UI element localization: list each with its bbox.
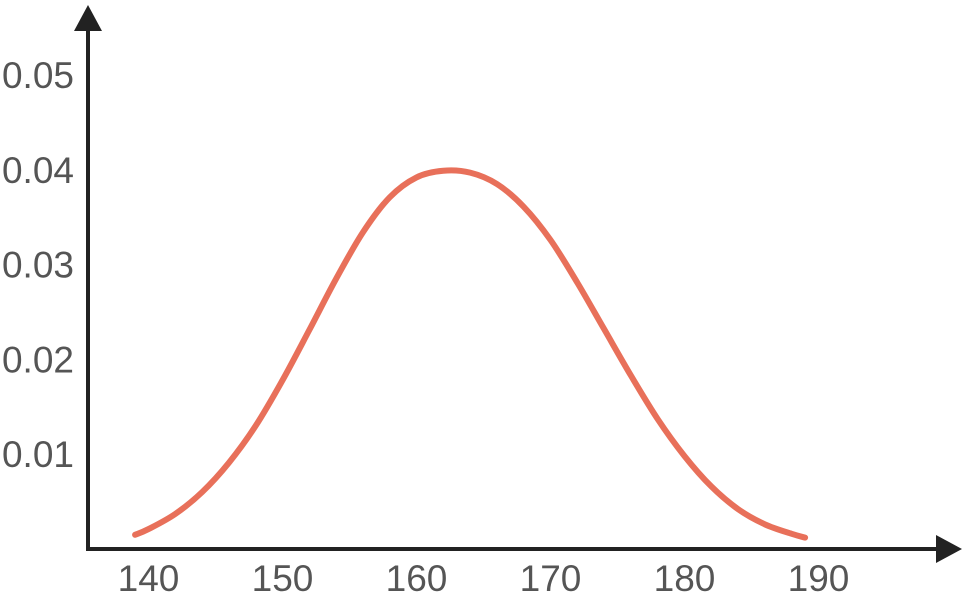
x-tick-label-140: 140: [118, 558, 180, 595]
y-tick-labels: 0.01 0.02 0.03 0.04 0.05: [2, 55, 74, 475]
x-tick-label-190: 190: [788, 558, 850, 595]
y-tick-label-0.01: 0.01: [2, 434, 74, 475]
y-tick-label-0.05: 0.05: [2, 55, 74, 96]
y-axis-arrowhead: [74, 5, 102, 31]
x-tick-label-180: 180: [654, 558, 716, 595]
y-tick-label-0.03: 0.03: [2, 245, 74, 286]
axes: [74, 5, 962, 563]
y-tick-label-0.02: 0.02: [2, 339, 74, 380]
series-line-0: [132, 167, 809, 541]
x-tick-label-160: 160: [386, 558, 448, 595]
series-layer: [132, 167, 809, 541]
x-tick-labels: 140 150 160 170 180 190: [118, 558, 850, 595]
y-tick-label-0.04: 0.04: [2, 150, 74, 191]
x-tick-label-150: 150: [252, 558, 314, 595]
x-axis-arrowhead: [936, 535, 962, 563]
x-tick-label-170: 170: [520, 558, 582, 595]
